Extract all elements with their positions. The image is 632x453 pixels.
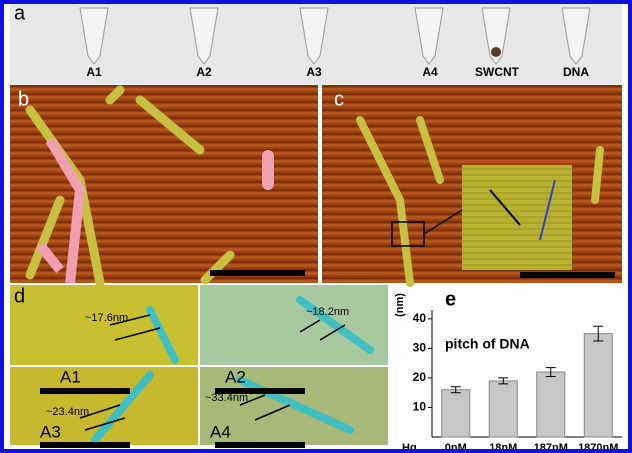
tube-label: A2 <box>196 65 212 79</box>
chart-title: pitch of DNA <box>445 336 530 352</box>
panel-letter: d <box>14 285 25 307</box>
bar <box>489 381 517 437</box>
tube-label: A3 <box>306 65 322 79</box>
panel-letter: c <box>334 88 344 110</box>
y-tick-label: 30 <box>413 341 427 355</box>
bar <box>442 390 470 437</box>
bundle <box>262 150 274 190</box>
annotation: ~33.4nm <box>205 392 248 404</box>
annotation: ~18.2nm <box>306 306 349 318</box>
precipitate <box>491 47 501 57</box>
tube-label: SWCNT <box>475 65 520 79</box>
annotation: ~17.6nm <box>85 312 128 324</box>
figure: a A1 A2 A3 A4 SWCNT DNA b c d <box>0 0 632 453</box>
panel-letter: b <box>18 88 29 110</box>
panel-letter: e <box>445 288 456 310</box>
sample-label: A3 <box>40 422 61 441</box>
annotation: ~23.4nm <box>46 406 89 418</box>
y-tick-label: 10 <box>413 400 427 414</box>
tube-label: A1 <box>86 65 102 79</box>
tube-label: DNA <box>563 65 589 79</box>
sample-label: A1 <box>60 367 81 386</box>
y-axis-label: (nm) <box>394 293 406 317</box>
sample-label: A4 <box>210 422 231 441</box>
y-tick-label: 20 <box>413 370 427 384</box>
panel-letter: a <box>14 2 26 24</box>
bar <box>537 372 565 437</box>
tube-label: A4 <box>422 65 438 79</box>
sample-label: A2 <box>225 367 246 386</box>
scale-bar <box>520 272 615 278</box>
scale-bar <box>210 270 305 276</box>
afm-image <box>200 285 388 365</box>
y-tick-label: 40 <box>413 311 427 325</box>
bar <box>584 334 612 437</box>
